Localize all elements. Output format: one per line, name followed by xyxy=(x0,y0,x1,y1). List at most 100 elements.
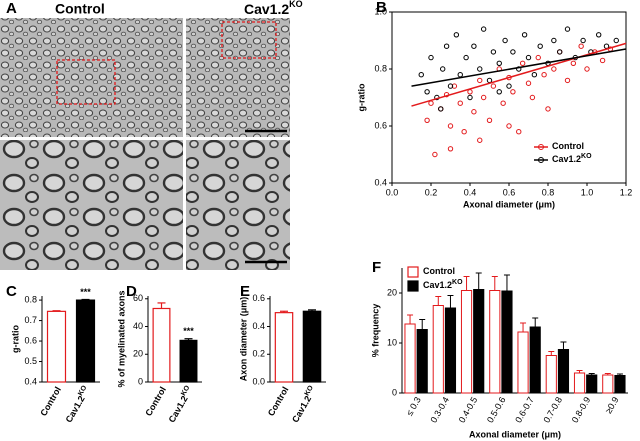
point xyxy=(502,37,508,44)
fit-line xyxy=(411,42,627,107)
point xyxy=(451,83,458,89)
y-tick-label: 0.6 xyxy=(24,335,37,345)
y-tick-label: 0.6 xyxy=(374,120,387,130)
point xyxy=(477,66,483,72)
point xyxy=(564,26,571,32)
point xyxy=(500,100,506,106)
point xyxy=(541,72,547,78)
x-tick-label: 0.7-0.8 xyxy=(541,395,564,424)
y-tick-label: 20 xyxy=(387,287,397,297)
panel-letter: C xyxy=(6,283,17,300)
bar xyxy=(602,374,614,394)
x-tick-label: 0.8-0.9 xyxy=(570,395,593,424)
y-tick-label: 0.8 xyxy=(374,63,387,73)
point xyxy=(535,54,541,61)
point xyxy=(480,26,487,32)
point xyxy=(418,72,424,78)
legend-label: Control xyxy=(423,266,455,276)
bar xyxy=(545,355,557,394)
text-main: Control xyxy=(266,385,291,418)
bar xyxy=(432,305,444,394)
point xyxy=(477,137,483,143)
bar xyxy=(75,299,96,383)
point xyxy=(510,89,516,95)
column-title: Control xyxy=(55,1,105,17)
bar xyxy=(444,307,457,394)
text-sup: KO xyxy=(304,384,316,397)
micrograph xyxy=(186,18,290,137)
y-tick-label: 0 xyxy=(138,376,143,386)
bar xyxy=(586,374,598,394)
y-axis-label: Axon diameter (μm) xyxy=(238,297,248,382)
y-tick-label: 0.2 xyxy=(252,349,265,359)
point xyxy=(496,89,502,95)
bar xyxy=(501,290,513,394)
bar xyxy=(179,339,198,383)
point xyxy=(584,66,590,72)
legend-swatch xyxy=(407,280,419,292)
x-tick-label: 0.0 xyxy=(386,187,399,197)
point xyxy=(521,32,528,38)
x-tick-label: Control xyxy=(266,385,291,418)
x-tick-label: Control xyxy=(144,385,169,418)
text-main: Cav1.2 xyxy=(552,154,581,164)
point xyxy=(432,151,438,158)
point xyxy=(580,37,586,44)
bar xyxy=(274,312,294,383)
micrograph xyxy=(186,140,290,270)
fit-line xyxy=(411,48,627,87)
x-tick-label: 0.4-0.5 xyxy=(457,395,480,424)
point xyxy=(570,60,577,66)
text-main: Cav1.2 xyxy=(167,394,190,424)
column-title: Cav1.2KO xyxy=(244,0,303,17)
point xyxy=(551,37,557,44)
point xyxy=(525,54,532,61)
y-tick-label: 0.0 xyxy=(252,376,265,386)
point xyxy=(424,117,430,124)
point xyxy=(506,123,512,129)
point xyxy=(545,106,551,112)
text-main: Cav1.2 xyxy=(64,394,87,424)
point xyxy=(490,49,497,55)
x-tick-label: 0.6-0.7 xyxy=(513,395,536,424)
point xyxy=(531,72,538,78)
bar xyxy=(416,329,428,394)
x-tick-label: Cav1.2KO xyxy=(289,384,319,424)
y-tick-label: 10 xyxy=(387,337,397,347)
inset-box xyxy=(221,21,277,59)
legend-swatch xyxy=(407,266,419,278)
text-sup: KO xyxy=(581,153,592,160)
point xyxy=(557,49,563,55)
point xyxy=(428,100,434,106)
point xyxy=(551,66,557,72)
point xyxy=(428,54,434,61)
text-main: Control xyxy=(552,141,584,151)
text-main: Control xyxy=(144,385,169,418)
point xyxy=(480,94,487,101)
point xyxy=(537,43,543,49)
x-tick-label: 0.2 xyxy=(425,187,438,197)
point xyxy=(529,94,536,101)
point xyxy=(447,83,454,89)
x-tick-label: 0.4 xyxy=(464,187,477,197)
text-main: Control xyxy=(39,385,64,418)
y-tick-label: 60 xyxy=(133,293,143,303)
panel-letter: A xyxy=(6,0,17,17)
text-main: Cav1.2 xyxy=(423,280,452,290)
micrograph xyxy=(0,18,183,137)
point xyxy=(603,43,610,49)
point xyxy=(599,57,606,64)
x-axis-label: Axonal diameter (μm) xyxy=(463,199,555,209)
point xyxy=(461,129,467,135)
bar xyxy=(614,375,626,394)
panel-a-images xyxy=(0,18,290,270)
text-main: Control xyxy=(423,266,455,276)
y-tick-label: 0.4 xyxy=(374,177,387,187)
y-axis-label: g-ratio xyxy=(356,83,366,112)
micrograph xyxy=(0,140,183,270)
x-tick-label: ≥0.9 xyxy=(603,395,620,415)
y-axis-label: % frequency xyxy=(370,304,380,358)
panel-letter: F xyxy=(372,259,381,276)
